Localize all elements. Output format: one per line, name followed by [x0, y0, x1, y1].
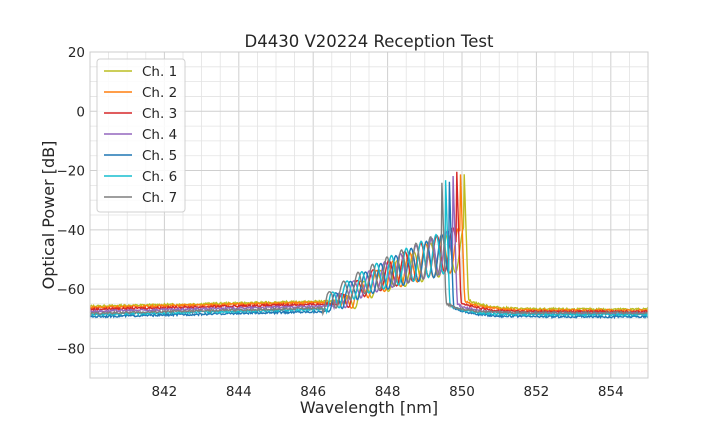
- legend-label: Ch. 4: [142, 127, 177, 143]
- grid: [90, 52, 648, 378]
- legend-label: Ch. 1: [142, 64, 177, 80]
- x-tick-label: 852: [524, 384, 550, 400]
- y-tick-label: 0: [76, 104, 85, 120]
- legend-label: Ch. 6: [142, 169, 177, 185]
- x-tick-label: 846: [300, 384, 326, 400]
- x-axis-label: Wavelength [nm]: [300, 398, 438, 417]
- y-tick-label: 20: [68, 45, 85, 61]
- series-line: [89, 180, 649, 318]
- legend-label: Ch. 5: [142, 148, 177, 164]
- legend-label: Ch. 7: [142, 190, 177, 206]
- legend-label: Ch. 3: [142, 106, 177, 122]
- series-lines: [89, 171, 649, 320]
- x-tick-label: 848: [375, 384, 401, 400]
- plot-frame: [89, 51, 649, 379]
- legend-box: [96, 58, 186, 213]
- x-tick-label: 850: [449, 384, 475, 400]
- y-tick-label: −60: [57, 282, 86, 298]
- x-tick-label: 842: [152, 384, 178, 400]
- x-tick-label: 854: [598, 384, 624, 400]
- legend-label: Ch. 2: [142, 85, 177, 101]
- legend: Ch. 1 Ch. 2 Ch. 3 Ch. 4 Ch. 5 Ch. 6 Ch. 7: [96, 58, 186, 213]
- y-tick-label: −20: [57, 164, 86, 180]
- series-line: [89, 182, 649, 317]
- y-tick-label: −40: [57, 223, 86, 239]
- tick-labels: 842 844 846 848 850 852 854 −80 −60 −40 −20 0 20: [57, 45, 624, 400]
- chart-title: D4430 V20224 Reception Test: [245, 32, 494, 51]
- x-tick-label: 844: [226, 384, 252, 400]
- y-axis-label: Optical Power [dB]: [39, 141, 58, 290]
- y-tick-label: −80: [57, 341, 86, 357]
